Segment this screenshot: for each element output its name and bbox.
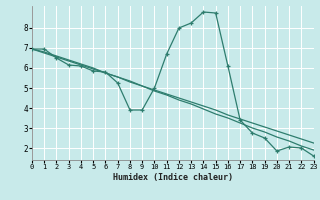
X-axis label: Humidex (Indice chaleur): Humidex (Indice chaleur): [113, 173, 233, 182]
